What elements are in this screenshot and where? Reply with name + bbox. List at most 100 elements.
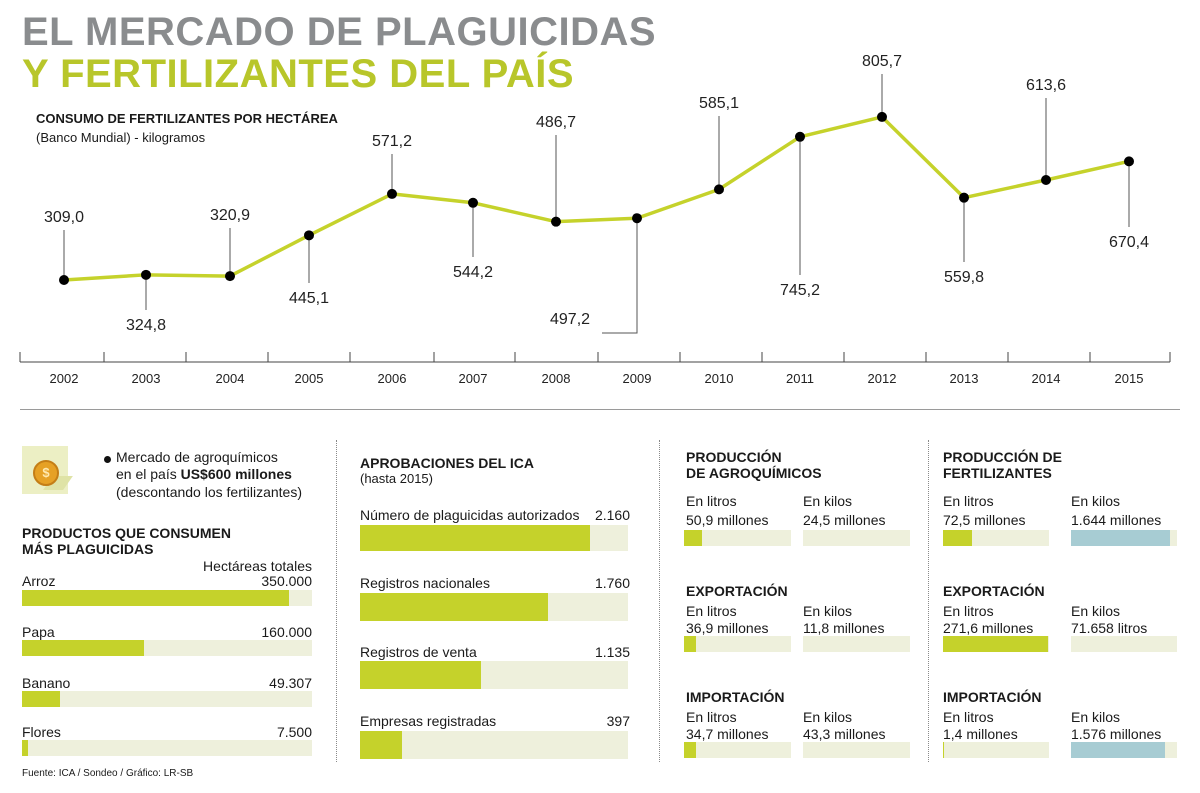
crop-value: 160.000 (261, 624, 312, 640)
crop-bar-track (22, 691, 312, 707)
data-point (225, 271, 235, 282)
fert-export-litros-value: 271,6 millones (943, 620, 1034, 636)
data-label: 559,8 (944, 269, 984, 286)
ica-bar (360, 525, 591, 551)
agro-litros-bar (684, 530, 703, 546)
crop-name: Banano (22, 675, 71, 691)
crop-bar-track (22, 590, 312, 606)
fert-kilos-label: En kilos (1071, 493, 1121, 509)
crop-bar (22, 691, 60, 707)
ica-item-value: 1.135 (594, 644, 630, 660)
x-tick-label: 2009 (623, 371, 652, 386)
callout-line (602, 218, 638, 334)
data-label: 309,0 (44, 209, 84, 226)
agro-kilos-label: En kilos (803, 493, 853, 509)
agro-export-litros-label: En litros (686, 603, 737, 619)
agro-export-litros-bar (684, 636, 696, 652)
agro-kilos-track (803, 530, 910, 546)
fert-litros-label: En litros (943, 493, 994, 509)
agro-import-litros-value: 34,7 millones (686, 726, 769, 742)
agro-import-kilos-label: En kilos (803, 709, 853, 725)
ica-bar-track (360, 593, 628, 621)
fert-export-kilos-track (1071, 636, 1177, 652)
fert-import-litros-bar (943, 742, 945, 758)
agro-title-1: PRODUCCIÓN (686, 449, 782, 465)
crop-name: Papa (22, 624, 55, 640)
x-tick-label: 2012 (868, 371, 897, 386)
x-tick-label: 2003 (132, 371, 161, 386)
data-label: 497,2 (550, 311, 590, 328)
fert-kilos-value: 1.644 millones (1071, 512, 1162, 528)
crop-name: Flores (22, 724, 61, 740)
chart-title: CONSUMO DE FERTILIZANTES POR HECTÁREA (36, 111, 338, 126)
data-point (141, 269, 151, 280)
data-point (877, 111, 887, 122)
column-divider (336, 440, 338, 762)
fert-export-kilos-value: 71.658 litros (1071, 620, 1148, 636)
data-point (304, 230, 314, 241)
agro-export-kilos-track (803, 636, 910, 652)
x-tick-label: 2007 (459, 371, 488, 386)
crop-bar (22, 640, 144, 656)
ica-item-name: Número de plaguicidas autorizados (360, 507, 580, 523)
crop-value: 49.307 (269, 675, 312, 691)
fert-import-litros-value: 1,4 millones (943, 726, 1018, 742)
market-prefix: en el país (116, 466, 181, 482)
data-label: 445,1 (289, 290, 329, 307)
ica-bar-track (360, 661, 628, 689)
line-chart: 2002 2003 2004 2005 2006 2007 2008 2009 2010 2011… (19, 53, 1171, 386)
crop-value: 7.500 (276, 724, 312, 740)
data-point (59, 275, 69, 285)
data-label: 544,2 (453, 264, 493, 281)
column-divider (928, 440, 930, 762)
agro-title-2: DE AGROQUÍMICOS (686, 465, 822, 481)
ica-subtitle: (hasta 2015) (360, 471, 433, 486)
fert-import-kilos-value: 1.576 millones (1071, 726, 1162, 742)
fert-litros-value: 72,5 millones (943, 512, 1026, 528)
market-line-2: en el país US$600 millones (116, 466, 292, 483)
data-point (468, 197, 478, 208)
agro-import-litros-track (684, 742, 791, 758)
title-line-1: EL MERCADO DE PLAGUICIDAS (22, 10, 657, 54)
x-tick-label: 2010 (705, 371, 734, 386)
data-point (632, 213, 642, 224)
fert-kilos-track (1071, 530, 1177, 546)
x-tick-label: 2006 (378, 371, 407, 386)
agro-litros-track (684, 530, 791, 546)
footer-source: Fuente: ICA / Sondeo / Gráfico: LR-SB (22, 768, 194, 779)
agro-export-litros-track (684, 636, 791, 652)
agro-import-litros-bar (684, 742, 696, 758)
data-point (551, 216, 561, 227)
agro-litros-value: 50,9 millones (686, 512, 769, 528)
agro-export-litros-value: 36,9 millones (686, 620, 769, 636)
ica-title: APROBACIONES DEL ICA (360, 455, 534, 471)
agro-export-title: EXPORTACIÓN (686, 583, 788, 599)
data-label: 571,2 (372, 133, 412, 150)
crops-column-header: Hectáreas totales (203, 558, 312, 574)
data-label: 745,2 (780, 282, 820, 299)
agro-import-kilos-value: 43,3 millones (803, 726, 886, 742)
agro-export-kilos-value: 11,8 millones (803, 620, 885, 636)
ica-bar (360, 731, 403, 759)
crop-bar (22, 590, 289, 606)
x-tick-label: 2002 (50, 371, 79, 386)
data-label: 324,8 (126, 317, 166, 334)
ica-item-value: 1.760 (594, 575, 630, 591)
x-tick-label: 2008 (542, 371, 571, 386)
series-line (63, 115, 1130, 282)
market-line-1: Mercado de agroquímicos (116, 449, 278, 465)
data-label: 670,4 (1109, 234, 1149, 251)
ica-bar-track (360, 525, 628, 551)
fert-import-kilos-label: En kilos (1071, 709, 1121, 725)
agro-import-litros-label: En litros (686, 709, 737, 725)
ica-item-value: 397 (606, 713, 630, 729)
chart-subtitle: (Banco Mundial) - kilogramos (36, 130, 206, 145)
fert-export-litros-track (943, 636, 1049, 652)
market-line-3: (descontando los fertilizantes) (116, 484, 302, 500)
crop-bar-track (22, 740, 312, 756)
data-point (1041, 174, 1051, 185)
title-line-2: Y FERTILIZANTES DEL PAÍS (22, 52, 575, 96)
x-tick-label: 2013 (950, 371, 979, 386)
crops-title-2: MÁS PLAGUICIDAS (22, 541, 154, 557)
fert-export-kilos-label: En kilos (1071, 603, 1121, 619)
